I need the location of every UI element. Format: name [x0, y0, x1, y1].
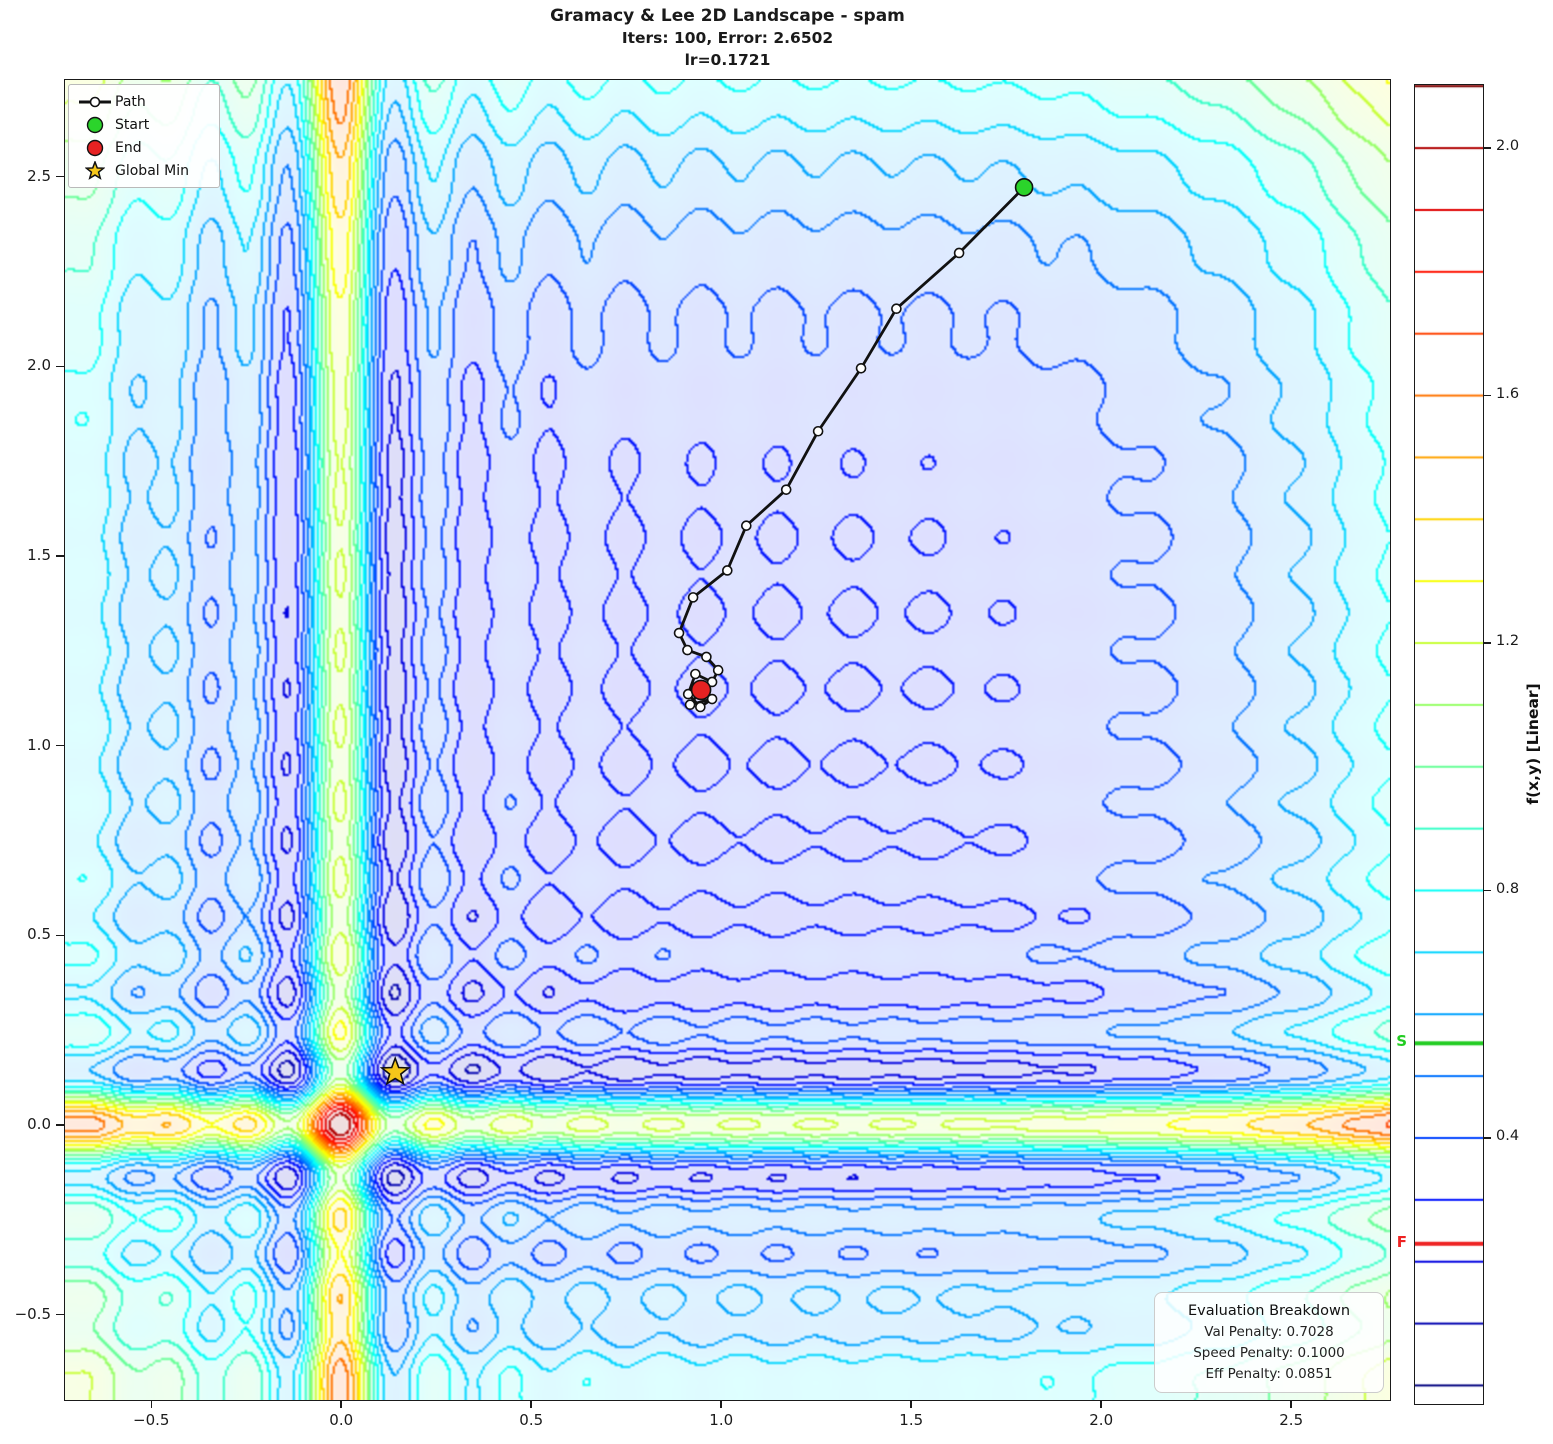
legend-label-path: Path	[115, 93, 146, 110]
colorbar	[1414, 84, 1484, 1405]
y-tick-label: 0.0	[27, 1115, 51, 1133]
colorbar-tick-label: 2.0	[1496, 138, 1520, 155]
y-tick-label: 2.0	[27, 356, 51, 375]
colorbar-tick-mark	[1484, 147, 1491, 149]
colorbar-tick-label: 1.2	[1496, 633, 1520, 650]
y-tick-mark	[56, 934, 64, 937]
colorbar-tick-label: 0.8	[1496, 880, 1520, 897]
x-tick-mark	[150, 1400, 152, 1408]
chart-title: Gramacy & Lee 2D Landscape - spam	[550, 6, 905, 26]
eval-box-title: Evaluation Breakdown	[1187, 1303, 1351, 1319]
eval-val-penalty: Val Penalty: 0.7028	[1204, 1324, 1334, 1340]
end-marker-icon	[75, 139, 115, 157]
eval-eff-penalty: Eff Penalty: 0.0851	[1205, 1366, 1333, 1382]
colorbar-tick-label: 1.6	[1496, 385, 1520, 402]
colorbar-start-value-label: S	[1396, 1032, 1407, 1051]
y-tick-mark	[56, 175, 64, 178]
y-tick-mark	[56, 365, 64, 368]
y-tick-label: 1.0	[27, 735, 51, 754]
y-tick-label: 0.5	[27, 925, 51, 944]
y-tick-mark	[56, 1313, 64, 1316]
colorbar-tick-mark	[1484, 642, 1491, 644]
eval-speed-penalty: Speed Penalty: 0.1000	[1193, 1345, 1345, 1361]
x-tick-mark	[530, 1400, 532, 1408]
colorbar-tick-mark	[1484, 1137, 1491, 1139]
legend-label-end: End	[115, 139, 142, 156]
title-block: Gramacy & Lee 2D Landscape - spam Iters:…	[65, 5, 1390, 71]
path-line-icon	[75, 94, 115, 110]
legend-item-start: Start	[75, 113, 213, 136]
colorbar-final-value-label: F	[1396, 1232, 1407, 1251]
x-tick-label: 2.5	[1279, 1411, 1304, 1429]
legend-item-end: End	[75, 136, 213, 159]
y-tick-mark	[56, 1124, 64, 1126]
contour-plot-area: Path Start End Global Min	[64, 79, 1391, 1401]
colorbar-tick-mark	[1484, 889, 1491, 892]
evaluation-breakdown-box: Evaluation Breakdown Val Penalty: 0.7028…	[1154, 1292, 1384, 1393]
x-tick-label: 0.0	[329, 1411, 354, 1429]
x-tick-mark	[340, 1400, 342, 1408]
x-tick-label: −0.5	[133, 1411, 170, 1429]
x-tick-mark	[720, 1400, 722, 1408]
y-tick-mark	[56, 744, 64, 747]
legend-item-global-min: Global Min	[75, 159, 213, 182]
x-tick-mark	[910, 1400, 912, 1408]
colorbar-canvas	[1415, 85, 1483, 1404]
colorbar-tick-mark	[1484, 394, 1491, 397]
legend-label-start: Start	[115, 116, 150, 133]
x-tick-label: 1.0	[709, 1411, 734, 1429]
y-tick-label: −0.5	[14, 1304, 51, 1323]
x-tick-label: 0.5	[519, 1411, 544, 1429]
legend-item-path: Path	[75, 90, 213, 113]
y-tick-label: 2.5	[27, 166, 51, 185]
colorbar-axis-label: f(x,y) [Linear]	[1524, 683, 1542, 805]
chart-subtitle-lr: lr=0.1721	[684, 51, 771, 69]
y-tick-label: 1.5	[27, 546, 51, 565]
legend-label-global-min: Global Min	[115, 162, 189, 179]
contour-canvas	[65, 80, 1390, 1400]
start-marker-icon	[75, 116, 115, 134]
x-tick-mark	[1290, 1400, 1292, 1408]
y-tick-mark	[56, 555, 64, 557]
colorbar-tick-label: 0.4	[1496, 1127, 1520, 1144]
chart-subtitle-iters-error: Iters: 100, Error: 2.6502	[621, 29, 834, 47]
x-tick-label: 2.0	[1089, 1411, 1114, 1429]
global-min-star-icon	[75, 160, 115, 181]
x-tick-mark	[1100, 1400, 1102, 1408]
legend: Path Start End Global Min	[68, 84, 220, 188]
x-tick-label: 1.5	[899, 1411, 924, 1429]
